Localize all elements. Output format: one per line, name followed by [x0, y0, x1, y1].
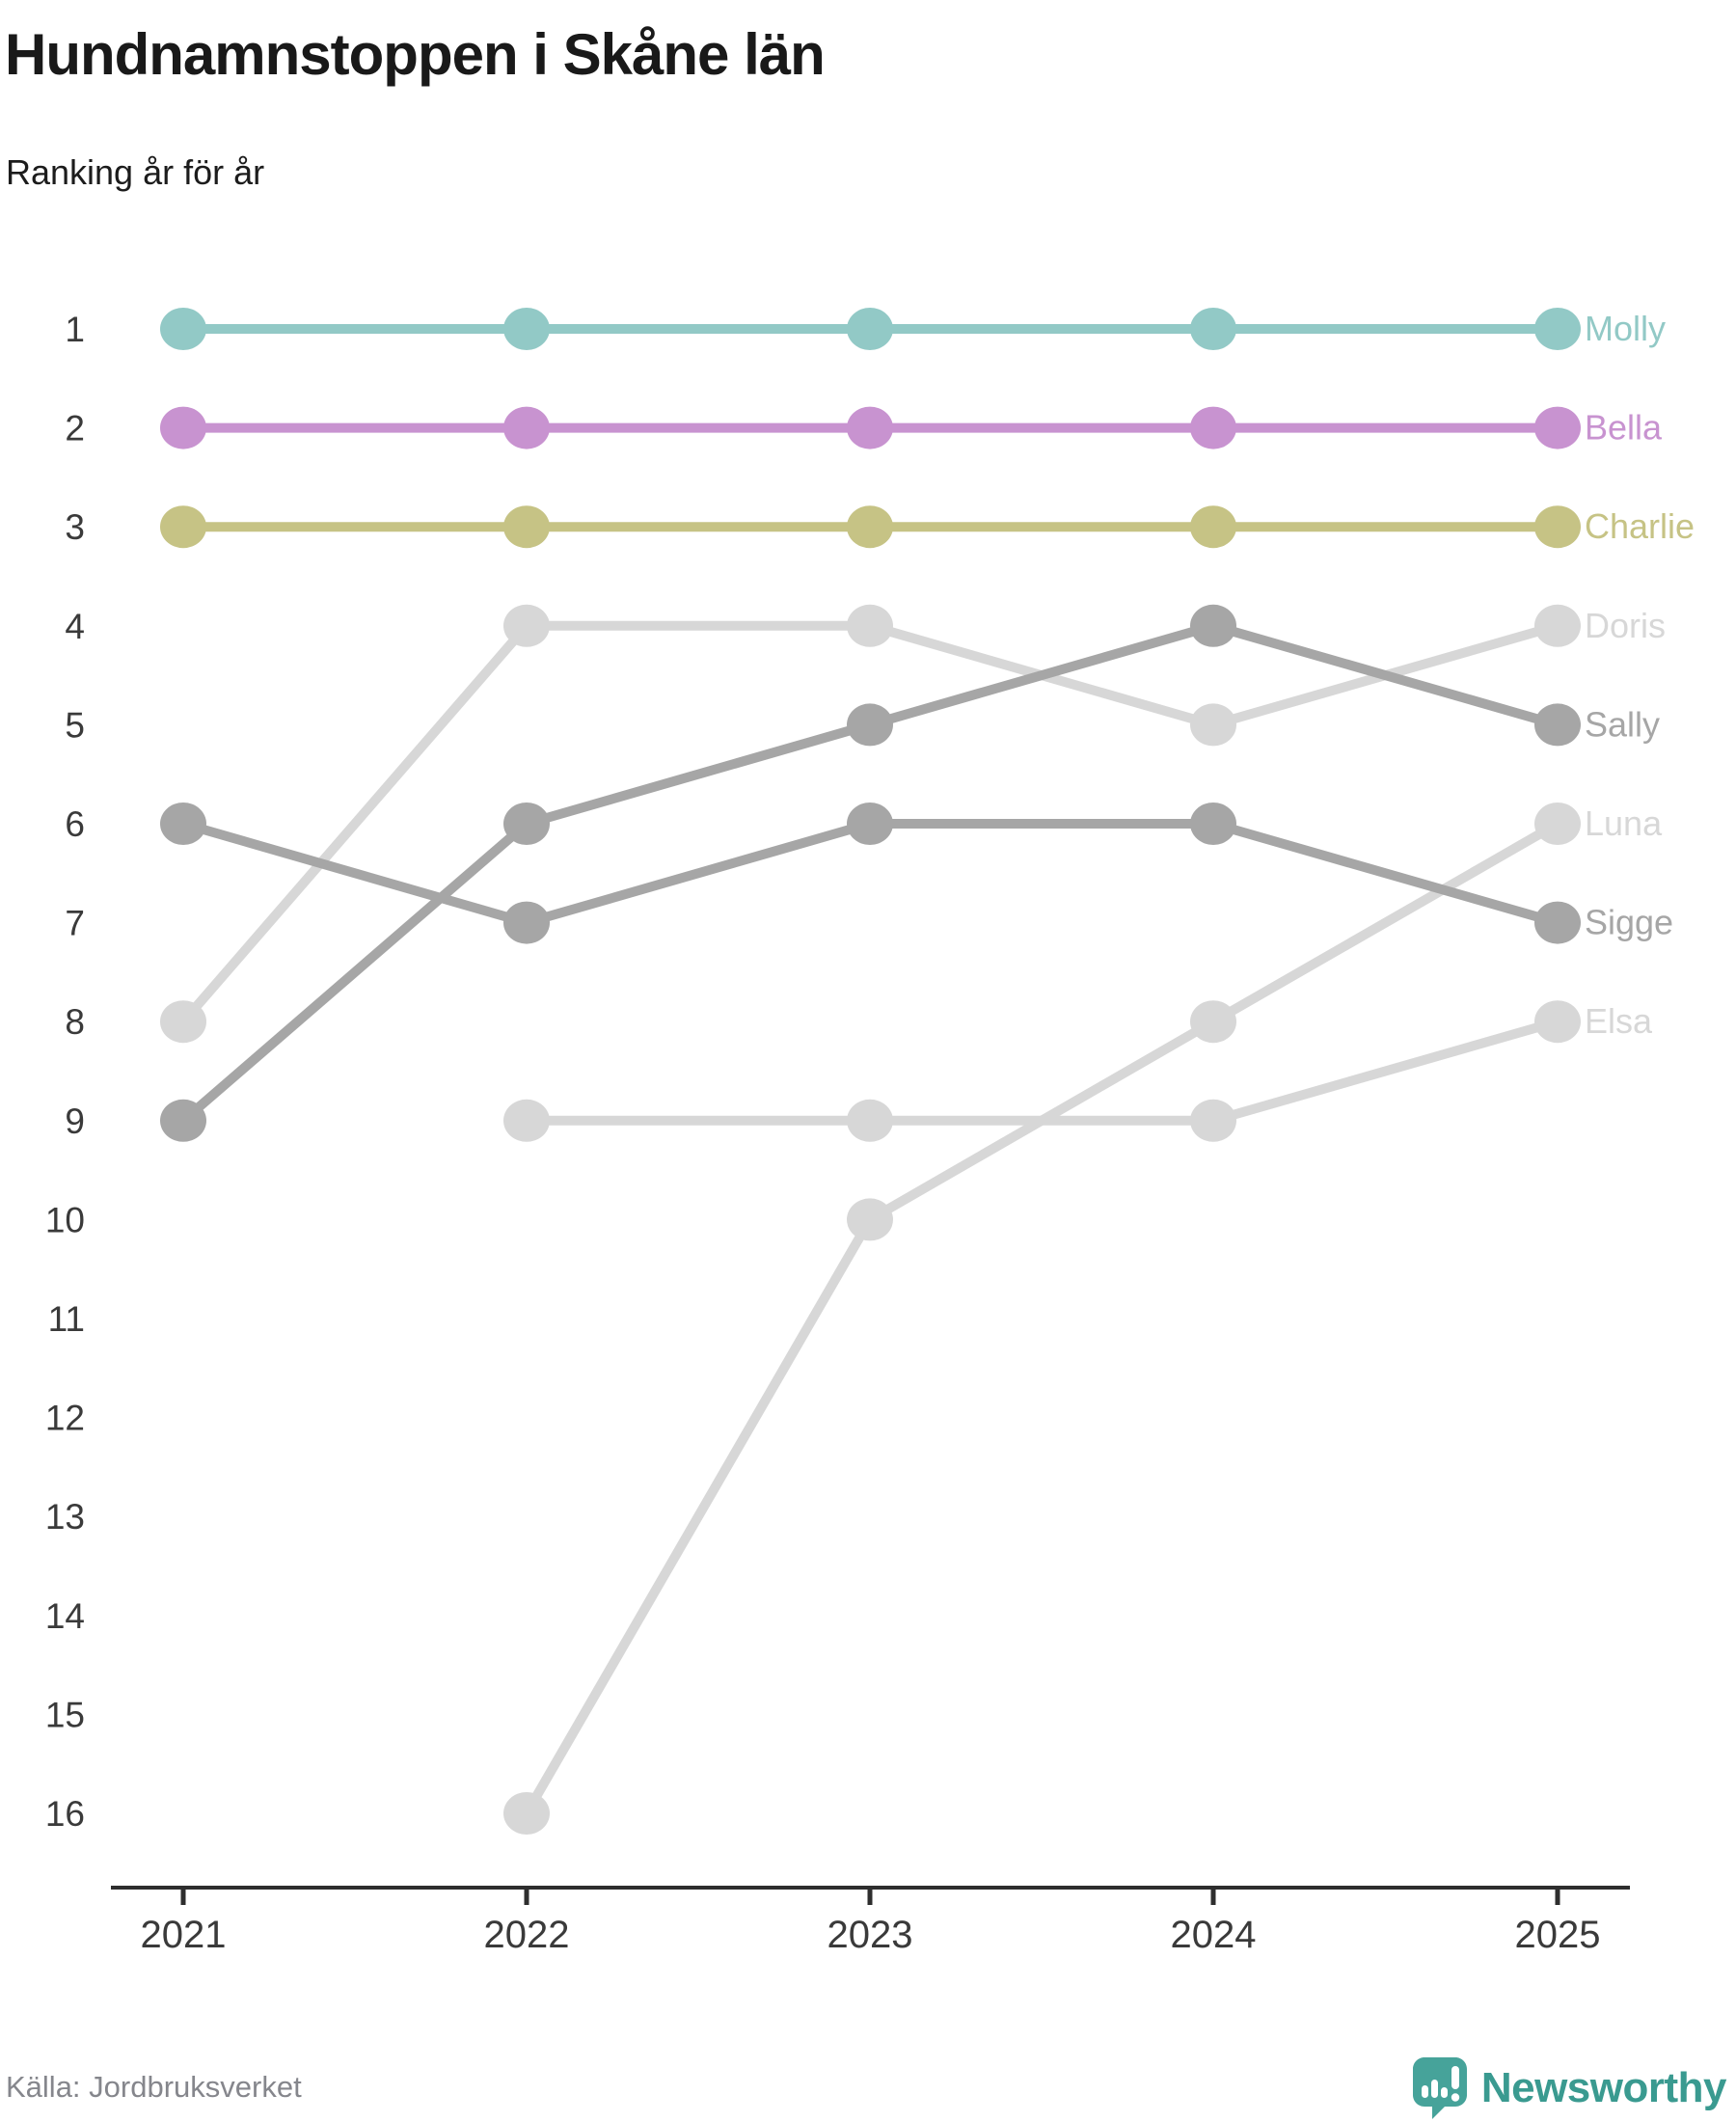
data-point [847, 803, 893, 845]
year-tick-label: 2022 [484, 1914, 570, 1956]
data-point [1190, 406, 1236, 449]
series-line [527, 1017, 1560, 1126]
rank-tick-label: 13 [45, 1497, 85, 1537]
rank-tick-label: 3 [65, 507, 85, 547]
bar-icon [1440, 2087, 1448, 2098]
rank-tick-label: 9 [65, 1102, 85, 1141]
data-point [1190, 1099, 1236, 1142]
data-point [160, 1000, 206, 1044]
data-point [160, 505, 206, 549]
series-sally: Sally [160, 604, 1660, 1142]
series-end-label: Charlie [1585, 506, 1695, 546]
data-point [503, 406, 550, 449]
data-point [1534, 406, 1581, 449]
series-line [179, 620, 1560, 1125]
series-bella: Bella [160, 406, 1663, 449]
series-molly: Molly [160, 308, 1666, 350]
data-point [503, 1099, 550, 1142]
data-point [160, 803, 206, 845]
series-end-label: Sally [1585, 704, 1660, 744]
data-point [847, 1099, 893, 1142]
series-line [522, 819, 1560, 1816]
data-point [1190, 703, 1236, 747]
rank-tick-label: 14 [45, 1596, 85, 1636]
data-point [847, 1198, 893, 1241]
year-tick-label: 2025 [1515, 1914, 1601, 1956]
data-point [1534, 308, 1581, 350]
bar-icon [1421, 2085, 1428, 2098]
series-end-label: Elsa [1585, 1001, 1653, 1041]
data-point [847, 308, 893, 350]
year-tick-label: 2024 [1171, 1914, 1257, 1956]
data-point [1534, 505, 1581, 549]
exclamation-icon [1451, 2066, 1459, 2089]
rank-tick-label: 1 [65, 310, 85, 349]
rank-tick-label: 15 [45, 1695, 85, 1734]
rank-tick-label: 2 [65, 409, 85, 449]
data-point [1190, 308, 1236, 350]
rank-tick-label: 8 [65, 1002, 85, 1042]
year-tick-label: 2023 [827, 1914, 913, 1956]
newsworthy-logo-icon [1412, 2057, 1467, 2119]
data-point [503, 505, 550, 549]
data-point [1534, 803, 1581, 845]
brand-wordmark: Newsworthy [1480, 2064, 1727, 2111]
rank-tick-label: 11 [48, 1299, 85, 1339]
data-point [503, 308, 550, 350]
series-charlie: Charlie [160, 505, 1695, 549]
series-end-label: Molly [1585, 309, 1666, 348]
data-point [503, 1792, 550, 1835]
page-subtitle: Ranking år för år [6, 152, 265, 192]
data-point [847, 703, 893, 747]
series-doris: Doris [160, 604, 1666, 1044]
rank-tick-label: 6 [65, 804, 85, 844]
series-end-label: Bella [1585, 408, 1663, 448]
data-point [847, 406, 893, 449]
series-end-label: Luna [1585, 803, 1663, 843]
series-end-label: Sigge [1585, 903, 1673, 942]
source-caption: Källa: Jordbruksverket [6, 2070, 302, 2104]
data-point [503, 604, 550, 647]
speech-bubble-shape [1412, 2057, 1467, 2119]
series-elsa: Elsa [503, 1000, 1653, 1142]
data-point [1534, 604, 1581, 647]
page-title: Hundnamnstoppen i Skåne län [5, 22, 826, 87]
data-point [160, 1099, 206, 1142]
rank-tick-label: 10 [45, 1200, 85, 1239]
exclamation-dot-icon [1451, 2093, 1460, 2102]
data-point [1190, 604, 1236, 647]
rank-tick-label: 7 [65, 904, 85, 943]
rank-tick-label: 12 [45, 1399, 85, 1438]
bar-icon [1430, 2080, 1438, 2098]
data-point [1534, 703, 1581, 747]
data-point [847, 505, 893, 549]
data-point [160, 406, 206, 449]
data-point [1534, 901, 1581, 944]
series-luna: Luna [503, 803, 1663, 1835]
rank-tick-label: 16 [45, 1794, 85, 1834]
year-tick-label: 2021 [141, 1914, 227, 1956]
rank-tick-label: 4 [65, 607, 85, 646]
data-point [1190, 505, 1236, 549]
data-point [160, 308, 206, 350]
data-point [847, 604, 893, 647]
brand-lockup: Newsworthy [1412, 2056, 1727, 2120]
data-point [1534, 1000, 1581, 1044]
data-point [1190, 803, 1236, 845]
data-point [1190, 1000, 1236, 1044]
series-sigge: Sigge [160, 803, 1673, 944]
data-point [503, 803, 550, 845]
series-end-label: Doris [1585, 606, 1666, 645]
rank-tick-label: 5 [65, 705, 85, 745]
data-point [503, 901, 550, 944]
